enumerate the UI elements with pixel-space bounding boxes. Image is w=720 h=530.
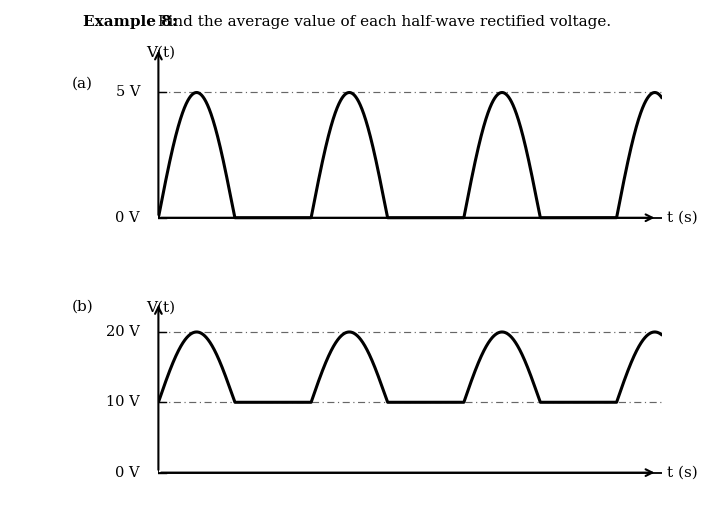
- Text: V(t): V(t): [146, 301, 175, 314]
- Text: 10 V: 10 V: [107, 395, 140, 409]
- Text: Example 8:: Example 8:: [83, 15, 177, 29]
- Text: (b): (b): [72, 299, 94, 313]
- Text: V(t): V(t): [146, 46, 175, 60]
- Text: 0 V: 0 V: [115, 211, 140, 225]
- Text: t (s): t (s): [667, 211, 698, 225]
- Text: (a): (a): [72, 77, 93, 91]
- Text: Find the average value of each half-wave rectified voltage.: Find the average value of each half-wave…: [153, 15, 611, 29]
- Text: t (s): t (s): [667, 466, 698, 480]
- Text: 20 V: 20 V: [106, 325, 140, 339]
- Text: 5 V: 5 V: [116, 85, 140, 100]
- Text: 0 V: 0 V: [115, 466, 140, 480]
